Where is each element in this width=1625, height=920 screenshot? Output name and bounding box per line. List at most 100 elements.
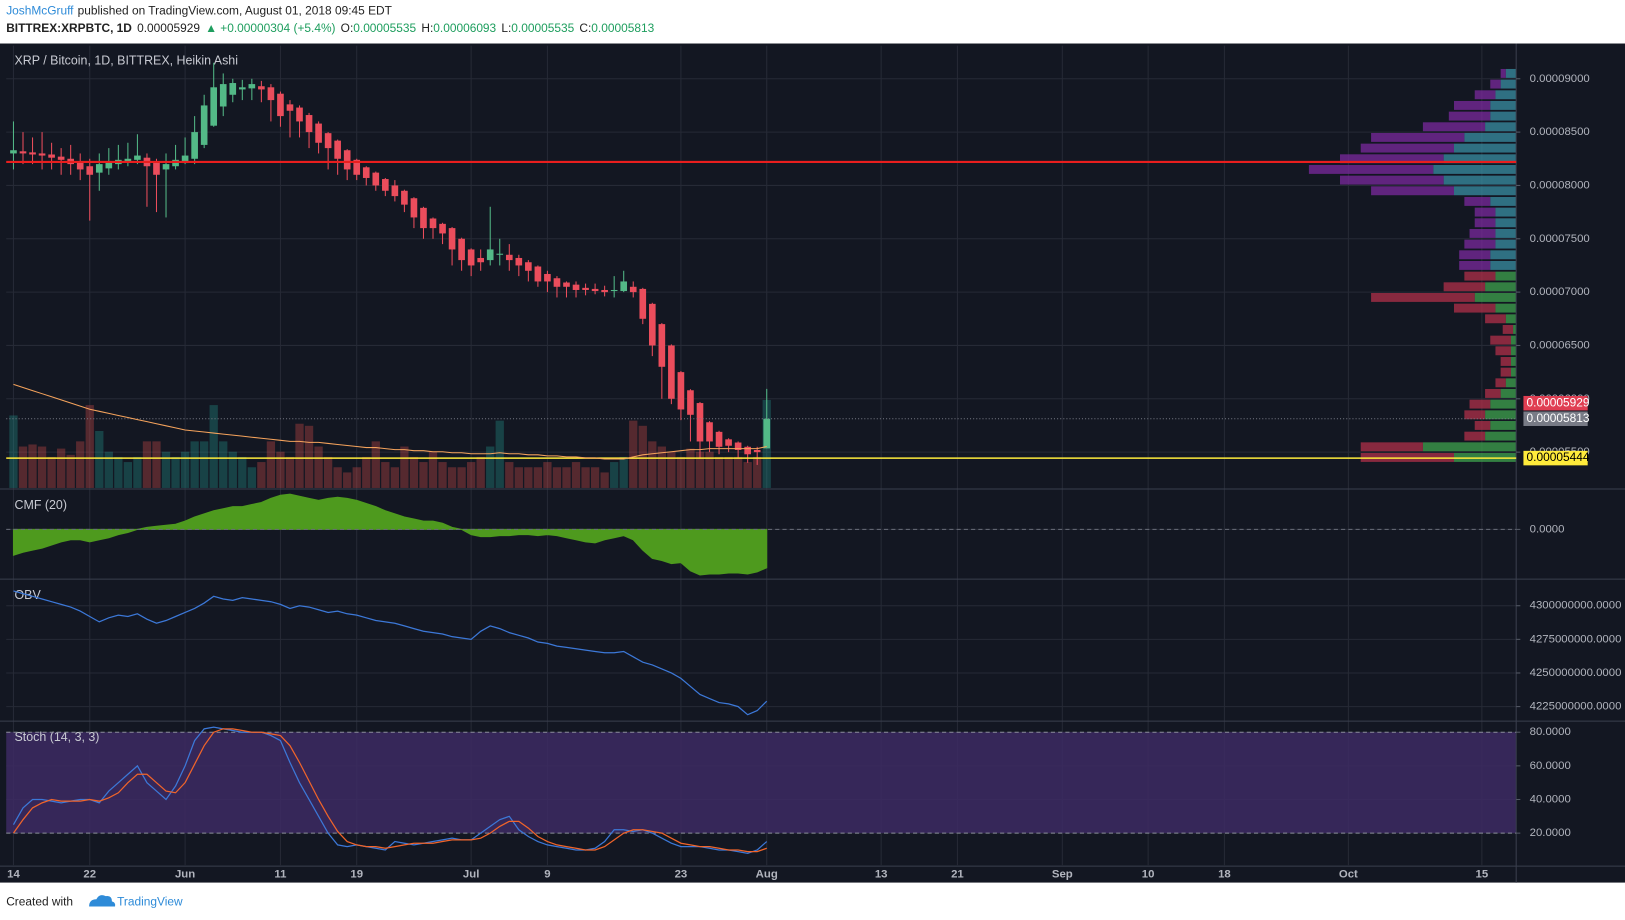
candle-body [544,273,551,282]
candle-body [343,150,351,170]
volume-bar [486,446,495,488]
header-line-2: BITTREX:XRPBTC, 1D 0.00005929 ▲ +0.0000030… [6,21,654,35]
volume-bar [304,425,314,488]
volume-bar [343,472,352,488]
candle-body [429,218,437,229]
volume-bar [37,446,47,488]
y-tick-label: 0.00007000 [1530,286,1590,298]
vpvr-up [1505,314,1517,324]
x-tick-label: 23 [675,868,688,880]
candle-body [734,442,742,450]
price-tag-label: 0.00005813 [1527,411,1590,425]
candle-body [267,87,275,101]
volume-bar [161,451,171,488]
candle-body [10,150,17,154]
candle-body [172,159,179,167]
vpvr-up [1490,421,1517,430]
candle-body [439,223,446,234]
candle-body [277,93,284,117]
vpvr-down [1459,260,1491,270]
c-label: C: [579,21,591,35]
candle-body [525,262,532,271]
candle-body [38,153,46,156]
volume-bar [476,456,485,488]
candle-body [286,104,294,111]
vpvr-up [1513,324,1517,334]
vpvr-down [1474,218,1496,228]
candle-body [534,266,542,282]
candle-body [258,86,265,90]
candle-body [410,198,418,218]
volume-bar [9,415,18,488]
x-tick-label: 11 [274,868,287,880]
volume-bar [753,456,762,488]
x-tick-label: 9 [544,868,550,880]
price-tag [1523,411,1588,426]
candle-body [86,166,94,175]
candle-body [362,167,370,178]
volume-bar [724,456,733,488]
candle-body [420,207,427,229]
header-line-1: JoshMcGruff published on TradingView.com,… [6,4,392,18]
author[interactable]: JoshMcGruff [6,4,74,18]
vpvr-down [1422,122,1486,132]
series-line [13,590,768,716]
candle-body [305,115,313,133]
volume-bar [323,456,333,488]
volume-bar [695,451,705,488]
stoch-band [6,732,1517,834]
volume-bar [676,456,686,488]
volume-bar [648,441,657,488]
candle-body [353,159,361,175]
vpvr-up [1495,228,1517,238]
vpvr-up [1505,378,1517,388]
candle-body [696,403,704,442]
h-value: 0.00006093 [433,21,496,35]
volume-bar [114,456,123,488]
vpvr-down [1469,228,1496,238]
volume-bar [266,441,276,488]
candle-body [334,140,341,159]
volume-bar [447,467,457,488]
volume-bar [733,456,743,488]
vpvr-up [1500,389,1517,398]
volume-bar [228,451,237,488]
candle-body [124,158,132,162]
volume-bar [276,451,285,488]
vpvr-up [1485,122,1517,132]
volume-bar [581,467,590,488]
candle-body [391,185,399,197]
vpvr-down [1490,79,1501,89]
candle-body [219,84,227,107]
vpvr-down [1500,356,1512,366]
volume-bar [743,462,752,488]
candle-body [153,161,160,175]
volume-bar [657,446,666,488]
vpvr-up [1485,431,1517,441]
volume-bar [533,467,543,488]
vpvr-down [1454,100,1491,110]
candle-body [134,155,141,160]
candle-body [458,238,465,261]
x-tick-label: 15 [1476,868,1489,880]
vpvr-up [1511,335,1517,345]
y-tick-label: 4275000000.0000 [1530,633,1622,645]
y-tick-label: 4300000000.0000 [1530,600,1622,612]
volume-bar [66,454,75,488]
vpvr-down [1502,324,1514,334]
y-tick-label: 4250000000.0000 [1530,667,1622,679]
price-tag [1523,450,1588,466]
vpvr-down [1360,442,1423,452]
vpvr-down [1495,346,1512,356]
volume-bar [257,462,266,488]
vpvr-down [1443,282,1486,292]
volume-bar [428,451,438,488]
vpvr-up [1443,175,1517,185]
vpvr-down [1340,175,1444,185]
footer-brand[interactable]: TradingView [117,895,183,909]
candle-body [296,107,303,122]
volume-bar [505,462,514,488]
candle-body [496,253,504,255]
volume-bar [352,467,361,488]
price: 0.00005929 [137,21,200,35]
